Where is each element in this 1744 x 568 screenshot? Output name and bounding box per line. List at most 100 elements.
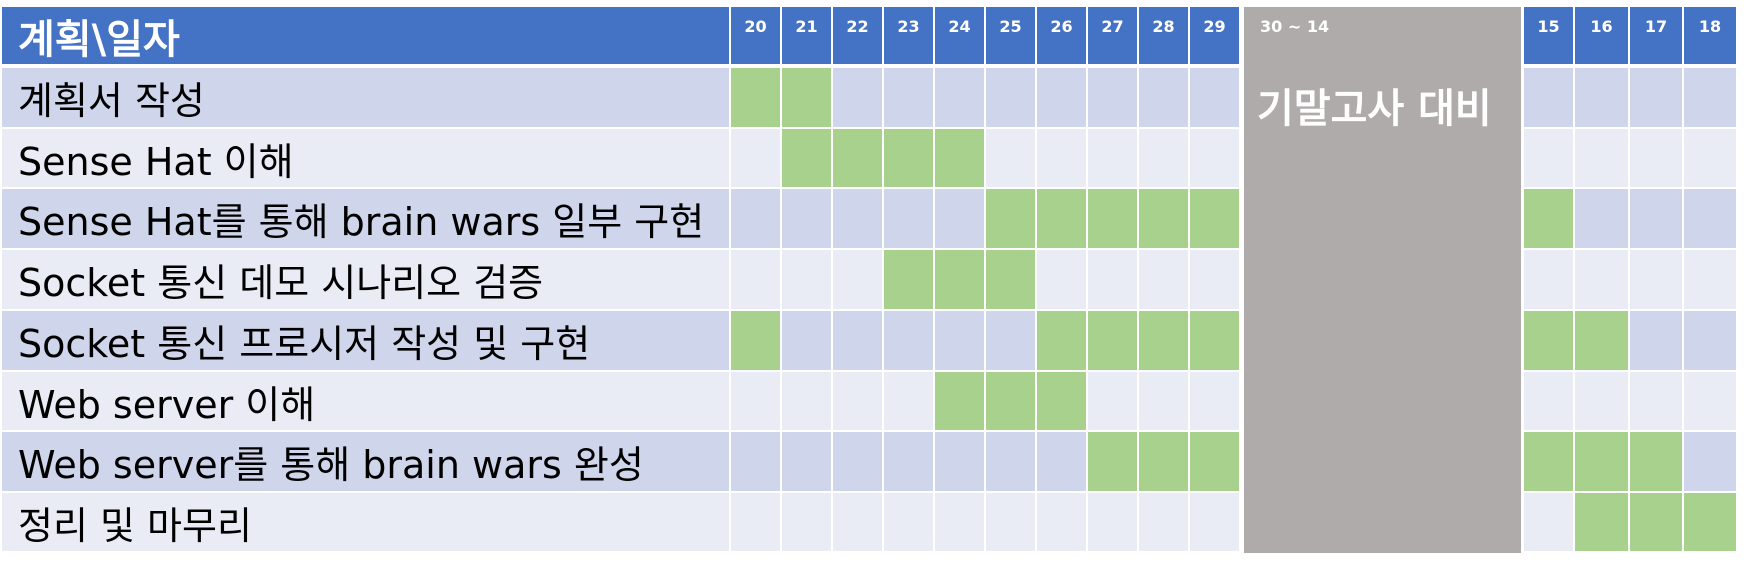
header-day-24: 24 xyxy=(935,7,984,64)
header-day-15: 15 xyxy=(1524,7,1573,64)
empty-cell xyxy=(731,432,780,491)
empty-cell xyxy=(1684,311,1736,370)
scheduled-cell xyxy=(1575,432,1628,491)
empty-cell xyxy=(782,189,831,248)
scheduled-cell xyxy=(884,129,933,187)
empty-cell xyxy=(986,493,1035,551)
empty-cell xyxy=(1524,250,1573,309)
empty-cell xyxy=(1088,68,1137,127)
scheduled-cell xyxy=(1524,432,1573,491)
empty-cell xyxy=(884,372,933,430)
empty-cell xyxy=(986,432,1035,491)
empty-cell xyxy=(1037,68,1086,127)
empty-cell xyxy=(1088,129,1137,187)
scheduled-cell xyxy=(1630,432,1682,491)
scheduled-cell xyxy=(1139,189,1188,248)
scheduled-cell xyxy=(731,311,780,370)
empty-cell xyxy=(1524,372,1573,430)
empty-cell xyxy=(1190,372,1239,430)
scheduled-cell xyxy=(884,250,933,309)
scheduled-cell xyxy=(1037,189,1086,248)
empty-cell xyxy=(782,311,831,370)
empty-cell xyxy=(1684,432,1736,491)
header-gap-range: 30 ~ 14 xyxy=(1260,17,1330,36)
empty-cell xyxy=(935,493,984,551)
task-label: Socket 통신 프로시저 작성 및 구현 xyxy=(2,311,729,370)
empty-cell xyxy=(935,432,984,491)
task-label: Web server를 통해 brain wars 완성 xyxy=(2,432,729,491)
header-title: 계획\일자 xyxy=(2,7,729,64)
empty-cell xyxy=(1575,129,1628,187)
empty-cell xyxy=(986,129,1035,187)
empty-cell xyxy=(1037,493,1086,551)
header-day-23: 23 xyxy=(884,7,933,64)
scheduled-cell xyxy=(1190,189,1239,248)
task-label: Socket 통신 데모 시나리오 검증 xyxy=(2,250,729,309)
empty-cell xyxy=(1088,250,1137,309)
empty-cell xyxy=(1139,129,1188,187)
scheduled-cell xyxy=(1088,311,1137,370)
task-label: Web server 이해 xyxy=(2,372,729,430)
empty-cell xyxy=(782,493,831,551)
empty-cell xyxy=(884,493,933,551)
empty-cell xyxy=(1630,372,1682,430)
empty-cell xyxy=(1575,68,1628,127)
empty-cell xyxy=(1037,432,1086,491)
scheduled-cell xyxy=(1088,432,1137,491)
scheduled-cell xyxy=(1524,311,1573,370)
empty-cell xyxy=(782,432,831,491)
empty-cell xyxy=(1139,493,1188,551)
empty-cell xyxy=(1037,129,1086,187)
empty-cell xyxy=(833,432,882,491)
empty-cell xyxy=(1088,372,1137,430)
empty-cell xyxy=(833,250,882,309)
empty-cell xyxy=(833,372,882,430)
scheduled-cell xyxy=(986,189,1035,248)
empty-cell xyxy=(884,189,933,248)
scheduled-cell xyxy=(1139,432,1188,491)
empty-cell xyxy=(1524,493,1573,551)
task-label: Sense Hat를 통해 brain wars 일부 구현 xyxy=(2,189,729,248)
header-day-17: 17 xyxy=(1630,7,1682,64)
empty-cell xyxy=(1139,372,1188,430)
empty-cell xyxy=(731,372,780,430)
scheduled-cell xyxy=(833,129,882,187)
empty-cell xyxy=(1684,372,1736,430)
empty-cell xyxy=(833,68,882,127)
empty-cell xyxy=(731,189,780,248)
empty-cell xyxy=(884,432,933,491)
empty-cell xyxy=(731,493,780,551)
empty-cell xyxy=(1684,68,1736,127)
empty-cell xyxy=(1190,129,1239,187)
scheduled-cell xyxy=(935,250,984,309)
empty-cell xyxy=(731,250,780,309)
task-label: 계획서 작성 xyxy=(2,68,729,127)
scheduled-cell xyxy=(731,68,780,127)
exam-period-label: 기말고사 대비 xyxy=(1257,86,1492,132)
header-day-29: 29 xyxy=(1190,7,1239,64)
header-day-22: 22 xyxy=(833,7,882,64)
empty-cell xyxy=(1630,68,1682,127)
exam-period-block: 30 ~ 14 기말고사 대비 xyxy=(1244,7,1521,553)
empty-cell xyxy=(986,68,1035,127)
empty-cell xyxy=(833,311,882,370)
empty-cell xyxy=(782,250,831,309)
scheduled-cell xyxy=(1190,311,1239,370)
empty-cell xyxy=(935,189,984,248)
empty-cell xyxy=(935,311,984,370)
scheduled-cell xyxy=(935,372,984,430)
empty-cell xyxy=(1524,68,1573,127)
empty-cell xyxy=(1190,68,1239,127)
header-day-21: 21 xyxy=(782,7,831,64)
scheduled-cell xyxy=(1190,432,1239,491)
scheduled-cell xyxy=(935,129,984,187)
empty-cell xyxy=(833,493,882,551)
header-day-25: 25 xyxy=(986,7,1035,64)
header-day-16: 16 xyxy=(1575,7,1628,64)
scheduled-cell xyxy=(1575,493,1628,551)
empty-cell xyxy=(986,311,1035,370)
empty-cell xyxy=(833,189,882,248)
scheduled-cell xyxy=(1684,493,1736,551)
header-day-27: 27 xyxy=(1088,7,1137,64)
empty-cell xyxy=(1630,250,1682,309)
